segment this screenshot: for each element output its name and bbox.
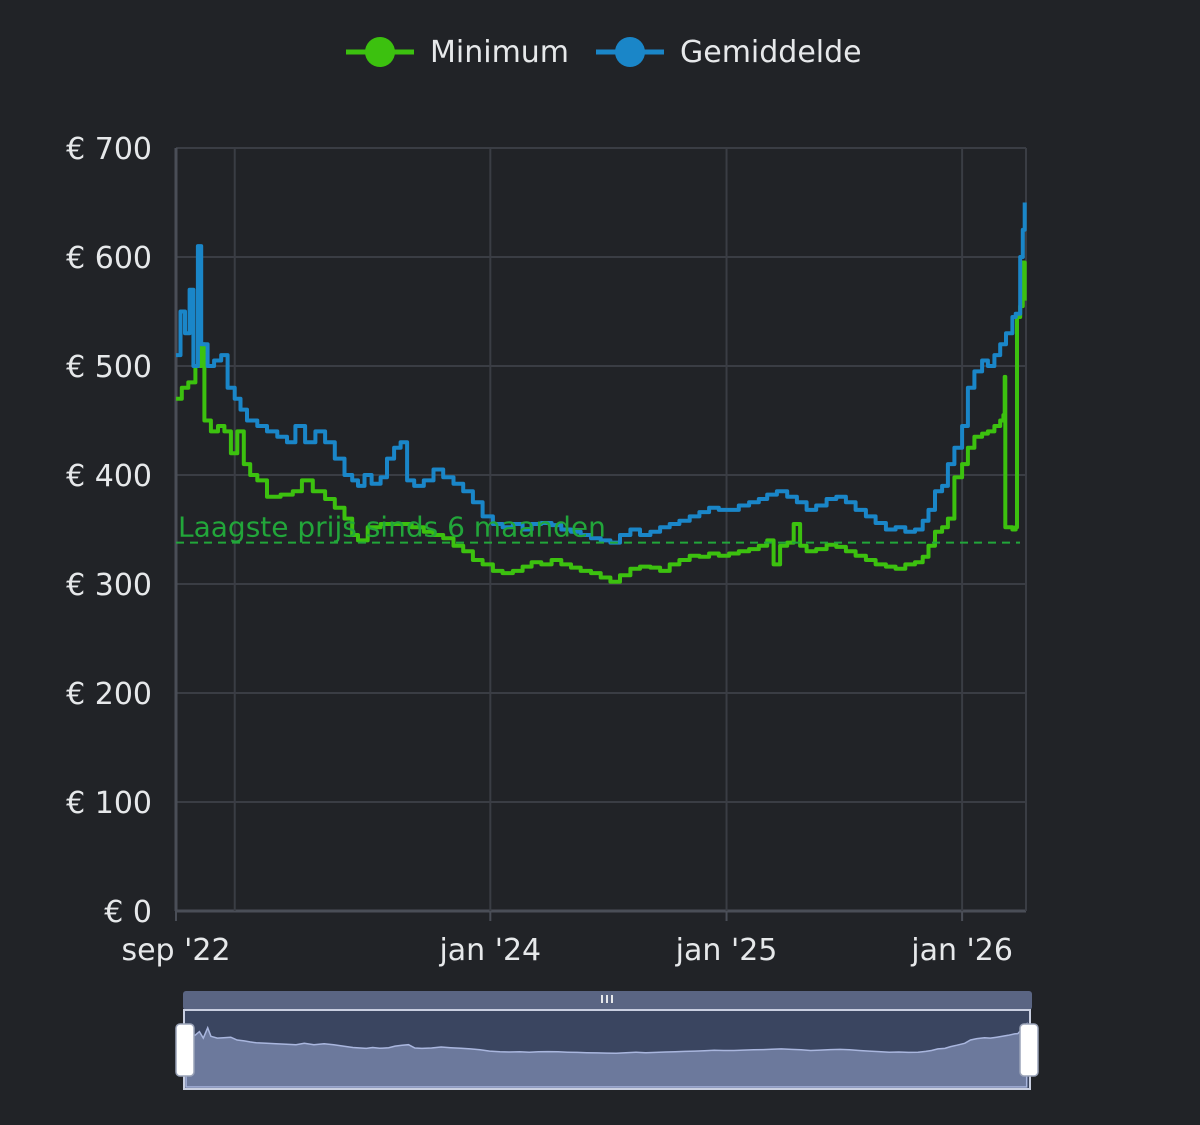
y-tick-label-0: € 0 bbox=[104, 895, 152, 930]
series-minimum-line bbox=[176, 260, 1027, 584]
y-tick-label-700: € 700 bbox=[66, 132, 152, 167]
y-tick-label-500: € 500 bbox=[66, 350, 152, 385]
x-tick-label-3: jan '26 bbox=[910, 933, 1013, 968]
legend-minimum-marker bbox=[365, 37, 395, 67]
y-axis: € 0 € 100 € 200 € 300 € 400 € 500 € 600 € 700 bbox=[66, 132, 152, 930]
x-tick-label-2: jan '25 bbox=[675, 933, 778, 968]
y-tick-label-400: € 400 bbox=[66, 459, 152, 494]
legend-item-minimum[interactable]: Minimum bbox=[346, 35, 569, 70]
legend: Minimum Gemiddelde bbox=[346, 35, 862, 70]
low-price-annotation: Laagste prijs sinds 6 maanden bbox=[176, 511, 1020, 544]
y-tick-label-200: € 200 bbox=[66, 677, 152, 712]
range-navigator[interactable] bbox=[175, 991, 1039, 1090]
legend-gemiddelde-marker bbox=[615, 37, 645, 67]
legend-minimum-label: Minimum bbox=[430, 35, 569, 70]
x-axis: sep '22 jan '24 jan '25 jan '26 bbox=[121, 911, 1013, 968]
y-tick-label-100: € 100 bbox=[66, 786, 152, 821]
grip-icon[interactable] bbox=[601, 995, 613, 1003]
navigator-right-handle[interactable] bbox=[1019, 1023, 1039, 1077]
y-tick-label-600: € 600 bbox=[66, 241, 152, 276]
legend-item-gemiddelde[interactable]: Gemiddelde bbox=[596, 35, 862, 70]
legend-gemiddelde-label: Gemiddelde bbox=[680, 35, 862, 70]
y-tick-label-300: € 300 bbox=[66, 568, 152, 603]
series-layer bbox=[176, 202, 1027, 584]
plot-grid bbox=[174, 147, 1027, 913]
navigator-mini-series bbox=[185, 1022, 1028, 1088]
x-tick-label-0: sep '22 bbox=[121, 933, 230, 968]
x-tick-label-1: jan '24 bbox=[438, 933, 541, 968]
series-gemiddelde-line bbox=[176, 202, 1027, 545]
navigator-left-handle[interactable] bbox=[175, 1023, 195, 1077]
low-price-label: Laagste prijs sinds 6 maanden bbox=[178, 511, 606, 544]
